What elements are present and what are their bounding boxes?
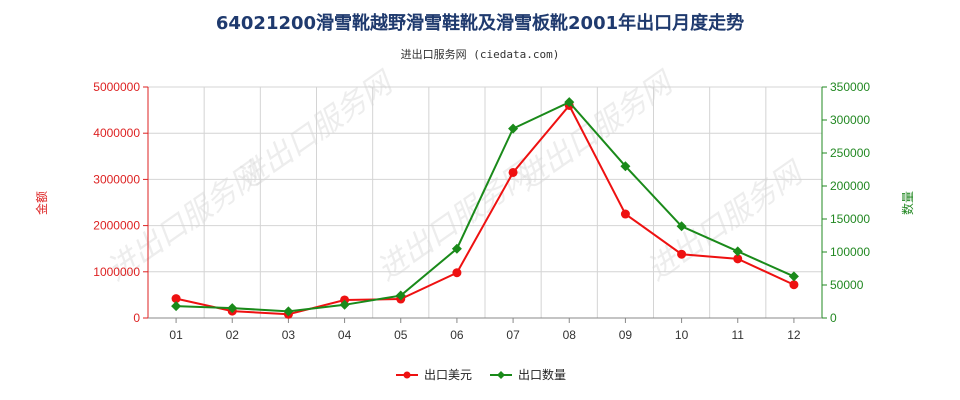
data-point (451, 243, 462, 254)
right-tick-label: 100000 (830, 245, 870, 259)
right-tick-label: 300000 (830, 113, 870, 127)
data-point (733, 254, 743, 264)
data-point (339, 299, 350, 310)
data-point (508, 123, 519, 134)
axes: 0100000020000003000000400000050000000500… (93, 80, 870, 342)
legend-swatch-marker (403, 371, 411, 379)
x-tick-label: 07 (506, 328, 520, 342)
x-tick-label: 10 (675, 328, 689, 342)
legend-label: 出口数量 (518, 367, 566, 382)
data-point (789, 280, 799, 290)
right-tick-label: 200000 (830, 179, 870, 193)
data-point (283, 306, 294, 317)
series-line-2 (176, 100, 795, 313)
data-point (676, 221, 687, 232)
x-tick-label: 01 (169, 328, 183, 342)
legend-swatch-marker (497, 371, 505, 379)
left-axis-title: 金额 (34, 191, 49, 215)
watermark-text: 进出口服务网 (511, 64, 682, 198)
left-tick-label: 4000000 (93, 126, 140, 140)
right-tick-label: 250000 (830, 146, 870, 160)
right-tick-label: 150000 (830, 212, 870, 226)
x-tick-label: 03 (282, 328, 296, 342)
data-point (227, 303, 238, 314)
data-point (395, 290, 406, 301)
data-point (508, 167, 518, 177)
right-tick-label: 50000 (830, 278, 864, 292)
right-axis-title: 数量 (900, 191, 915, 215)
series-line-1 (175, 103, 795, 316)
data-point (620, 161, 631, 172)
series-layer (171, 97, 799, 319)
x-tick-label: 11 (732, 328, 745, 342)
x-tick-label: 05 (394, 328, 408, 342)
left-tick-label: 3000000 (93, 172, 140, 186)
data-point (171, 294, 181, 304)
x-tick-label: 02 (226, 328, 240, 342)
x-tick-label: 04 (338, 328, 352, 342)
data-point (171, 301, 182, 312)
grid-lines (147, 86, 823, 319)
left-tick-label: 1000000 (93, 265, 140, 279)
x-tick-label: 06 (450, 328, 464, 342)
x-tick-label: 08 (563, 328, 577, 342)
chart-subtitle: 进出口服务网 (ciedata.com) (401, 47, 560, 61)
data-point (732, 246, 743, 257)
data-point (788, 271, 799, 282)
left-tick-label: 0 (133, 311, 140, 325)
data-point (564, 97, 575, 108)
watermark-text: 进出口服务网 (641, 154, 812, 288)
chart-title: 64021200滑雪靴越野滑雪鞋靴及滑雪板靴2001年出口月度走势 (216, 12, 744, 34)
left-tick-label: 2000000 (93, 219, 140, 233)
data-point (620, 209, 630, 219)
right-tick-label: 350000 (830, 80, 870, 94)
legend-label: 出口美元 (424, 368, 472, 382)
data-point (677, 249, 687, 259)
left-tick-label: 5000000 (93, 80, 140, 94)
legend: 出口美元 出口数量 (396, 367, 566, 382)
x-tick-label: 12 (787, 328, 801, 342)
data-point (452, 268, 462, 278)
x-tick-label: 09 (619, 328, 633, 342)
right-tick-label: 0 (830, 311, 837, 325)
